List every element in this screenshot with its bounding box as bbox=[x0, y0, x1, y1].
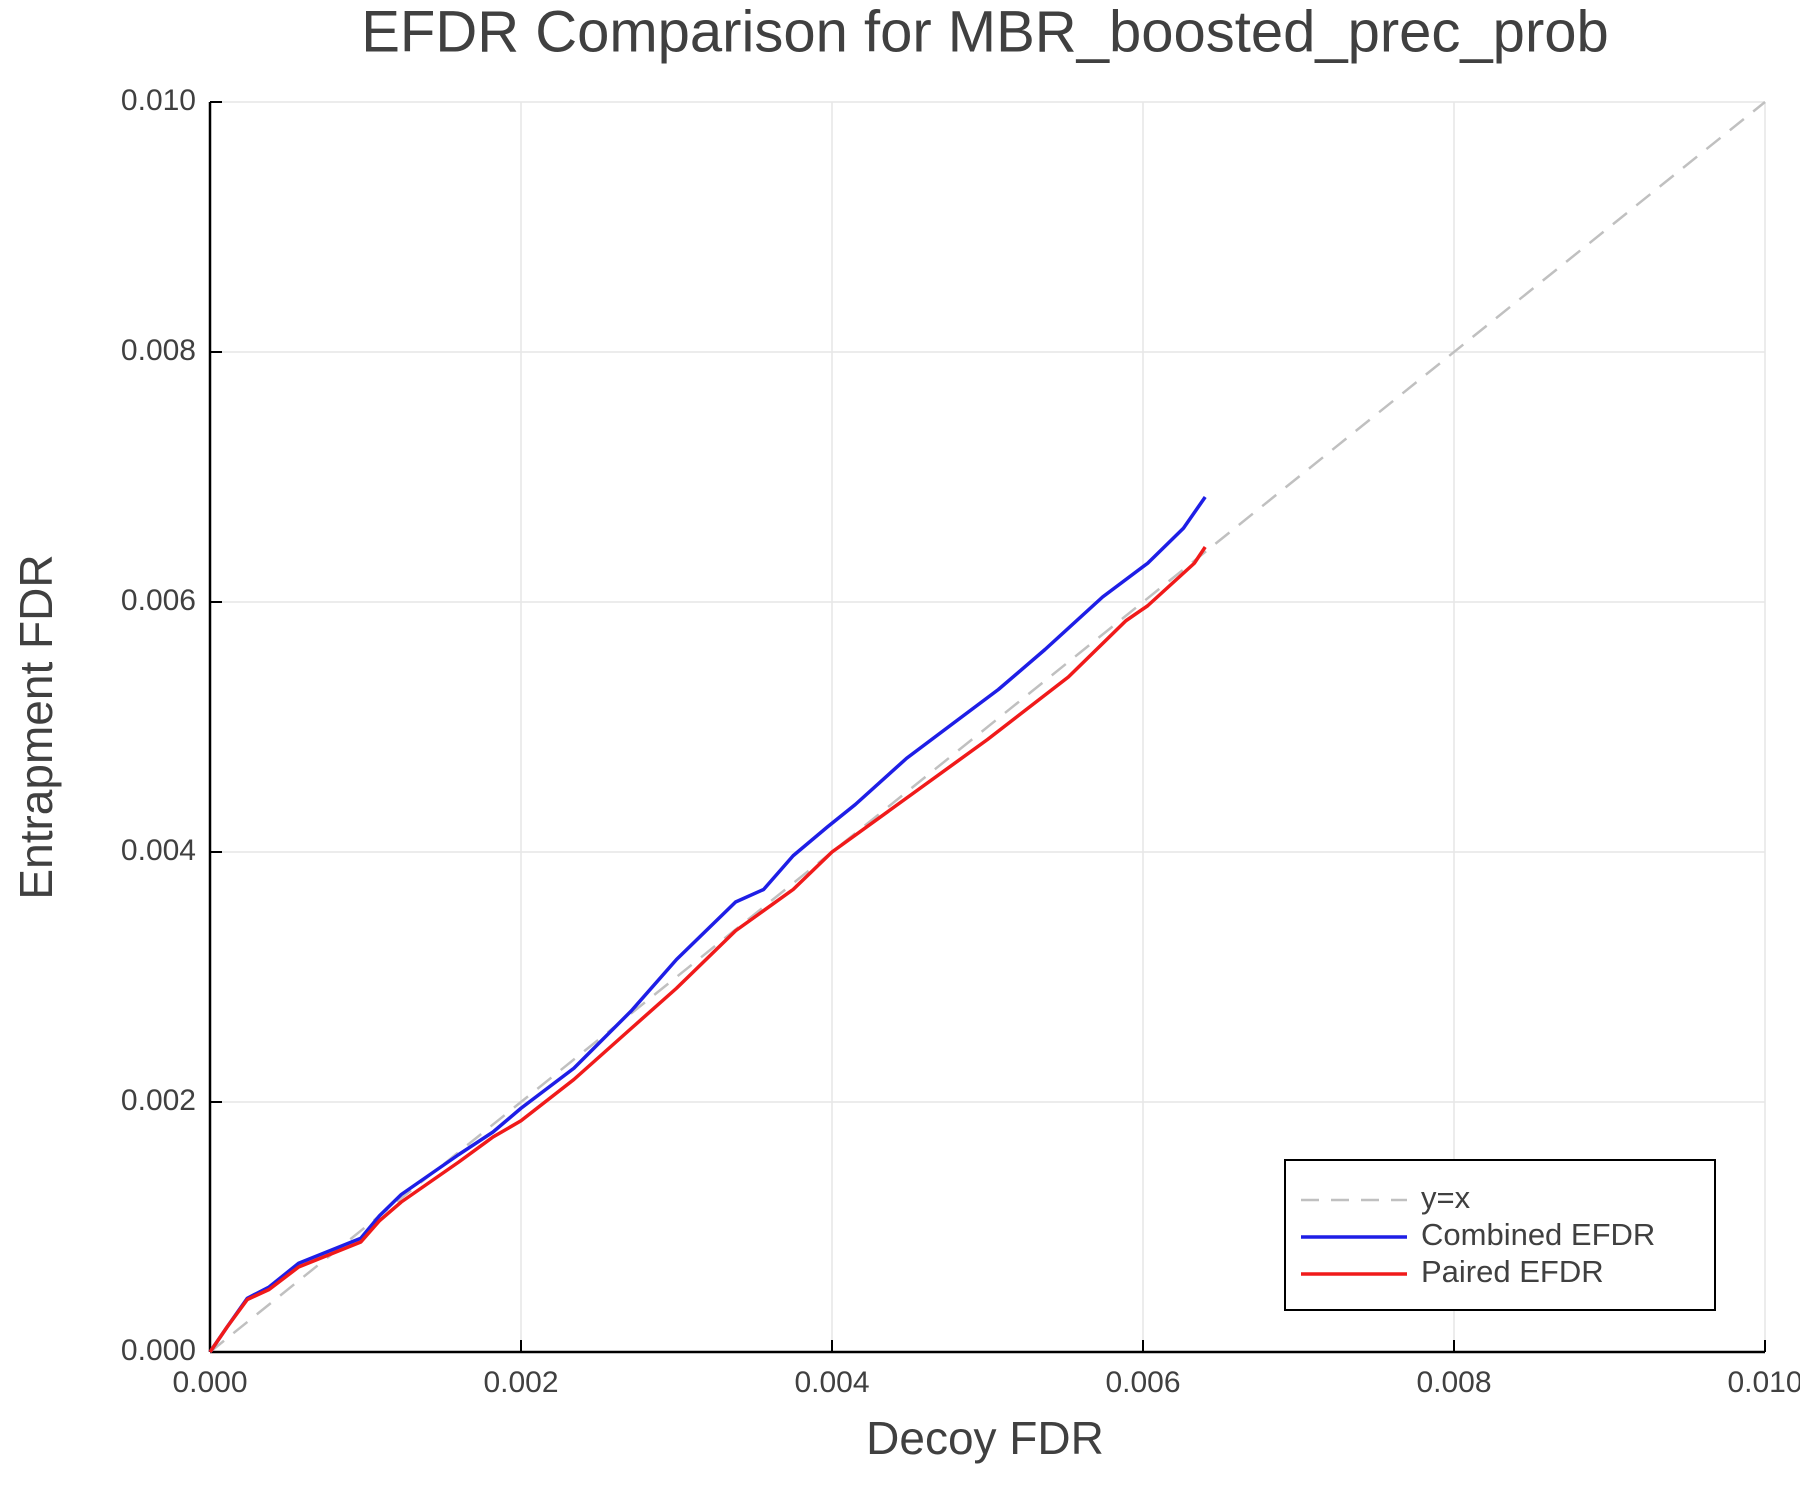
series-line bbox=[208, 495, 1207, 1353]
x-tick-label: 0.004 bbox=[794, 1366, 869, 1399]
y-tick-label: 0.010 bbox=[121, 84, 196, 117]
x-axis-label: Decoy FDR bbox=[866, 1412, 1104, 1464]
series-line bbox=[208, 546, 1207, 1353]
y-tick-label: 0.006 bbox=[121, 584, 196, 617]
y-tick-label: 0.000 bbox=[121, 1334, 196, 1367]
series-line bbox=[209, 101, 1766, 1353]
x-tick-label: 0.010 bbox=[1727, 1366, 1800, 1399]
x-tick-label: 0.006 bbox=[1105, 1366, 1180, 1399]
chart-title: EFDR Comparison for MBR_boosted_prec_pro… bbox=[361, 0, 1609, 64]
x-tick-label: 0.002 bbox=[483, 1366, 558, 1399]
legend-box bbox=[1284, 1159, 1716, 1311]
y-tick-label: 0.002 bbox=[121, 1084, 196, 1117]
y-tick-label: 0.004 bbox=[121, 834, 196, 867]
y-axis-label: Entrapment FDR bbox=[10, 554, 62, 899]
legend-label: Combined EFDR bbox=[1421, 1217, 1655, 1252]
x-tick-label: 0.000 bbox=[172, 1366, 247, 1399]
legend-label: Paired EFDR bbox=[1421, 1254, 1604, 1289]
x-tick-label: 0.008 bbox=[1416, 1366, 1491, 1399]
legend-label: y=x bbox=[1421, 1180, 1471, 1215]
y-tick-label: 0.008 bbox=[121, 334, 196, 367]
